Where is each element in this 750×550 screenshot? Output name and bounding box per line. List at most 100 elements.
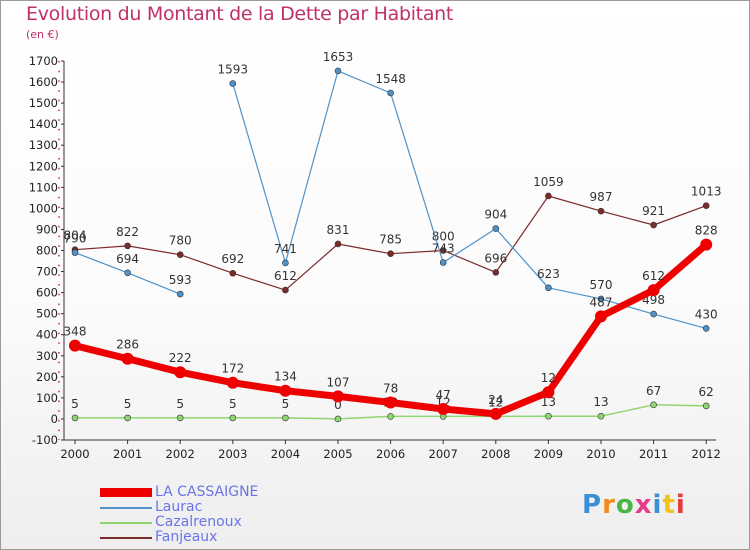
- data-label-laurac: 1593: [218, 63, 249, 77]
- data-label-cazalrenoux: 62: [699, 385, 714, 399]
- logo-letter: r: [602, 490, 616, 520]
- proxiti-logo: Proxiti: [582, 490, 686, 520]
- data-point-fanjeaux: [597, 207, 605, 215]
- data-point-cazalrenoux: [387, 413, 394, 420]
- data-label-fanjeaux: 921: [642, 204, 665, 218]
- data-label-cazalrenoux: 0: [334, 398, 342, 412]
- data-label-la-cassaigne: 487: [590, 295, 613, 309]
- legend-label: LA CASSAIGNE: [155, 484, 259, 500]
- y-tick-label: 800: [36, 244, 58, 258]
- y-tick-label: 100: [36, 391, 58, 405]
- legend-swatch: [100, 536, 152, 539]
- y-tick-label: 500: [36, 307, 58, 321]
- y-tick-label: 1100: [29, 180, 58, 194]
- data-point-laurac: [650, 310, 657, 318]
- data-label-fanjeaux: 987: [590, 190, 613, 204]
- data-label-la-cassaigne: 24: [488, 393, 503, 407]
- logo-letter: x: [634, 490, 653, 520]
- data-label-fanjeaux: 692: [221, 252, 244, 266]
- data-label-la-cassaigne: 47: [436, 388, 451, 402]
- data-label-fanjeaux: 696: [484, 251, 507, 265]
- y-tick-label: 0: [51, 412, 58, 426]
- data-point-laurac: [334, 67, 342, 75]
- data-label-cazalrenoux: 5: [176, 397, 184, 411]
- data-label-la-cassaigne: 286: [116, 338, 139, 352]
- data-point-la-cassaigne: [489, 407, 502, 420]
- series-fanjeaux: 804 822 780 692 612 831 785 800 696 1059 987 921 101…: [64, 175, 721, 294]
- data-point-laurac: [439, 259, 447, 266]
- data-point-fanjeaux: [439, 247, 447, 254]
- legend-label: Laurac: [155, 499, 203, 515]
- x-tick-label: 2002: [166, 447, 195, 461]
- data-point-la-cassaigne: [279, 384, 292, 397]
- data-label-fanjeaux: 1059: [533, 175, 564, 189]
- logo-letter: o: [615, 490, 635, 520]
- data-label-laurac: 1653: [323, 50, 354, 64]
- data-label-cazalrenoux: 67: [646, 384, 661, 398]
- data-label-fanjeaux: 785: [379, 233, 402, 247]
- data-point-cazalrenoux: [282, 414, 289, 422]
- legend-swatch: [100, 506, 152, 509]
- data-label-laurac: 593: [169, 273, 192, 287]
- data-point-la-cassaigne: [437, 403, 450, 416]
- data-point-la-cassaigne: [332, 390, 344, 403]
- data-label-cazalrenoux: 12: [488, 395, 503, 409]
- x-tick-label: 2004: [271, 447, 300, 461]
- data-point-fanjeaux: [229, 269, 237, 277]
- x-tick-label: 2005: [323, 447, 352, 461]
- data-point-laurac: [124, 269, 131, 277]
- data-label-fanjeaux: 822: [116, 225, 139, 239]
- data-label-cazalrenoux: 13: [541, 395, 556, 409]
- data-point-la-cassaigne: [69, 339, 81, 352]
- logo-letter: t: [662, 490, 676, 520]
- series-laurac: 7906945931593741165315487439046235704984…: [64, 50, 718, 332]
- data-label-fanjeaux: 804: [64, 229, 87, 243]
- data-point-fanjeaux: [334, 240, 342, 248]
- data-point-la-cassaigne: [542, 386, 555, 399]
- data-point-laurac: [545, 284, 552, 292]
- data-label-la-cassaigne: 107: [327, 375, 350, 389]
- data-point-cazalrenoux: [71, 414, 79, 422]
- data-label-laurac: 430: [695, 307, 718, 321]
- data-point-laurac: [597, 295, 605, 303]
- data-label-la-cassaigne: 828: [695, 224, 718, 238]
- y-tick-label: 1700: [29, 54, 58, 68]
- data-point-la-cassaigne: [595, 310, 607, 323]
- chart-title: Evolution du Montant de la Dette par Hab…: [26, 3, 454, 25]
- data-label-laurac: 741: [274, 242, 297, 256]
- data-point-laurac: [229, 80, 237, 87]
- data-label-laurac: 694: [116, 252, 139, 266]
- data-label-cazalrenoux: 5: [229, 397, 237, 411]
- data-label-laurac: 570: [590, 278, 613, 292]
- data-label-laurac: 743: [432, 242, 455, 256]
- data-label-cazalrenoux: 5: [124, 397, 132, 411]
- data-point-la-cassaigne: [647, 284, 660, 297]
- data-point-fanjeaux: [176, 251, 184, 259]
- data-label-laurac: 904: [484, 208, 507, 222]
- x-tick-label: 2010: [586, 447, 615, 461]
- data-point-cazalrenoux: [650, 401, 657, 409]
- data-label-laurac: 623: [537, 267, 560, 281]
- data-point-cazalrenoux: [545, 412, 552, 420]
- data-label-fanjeaux: 800: [432, 230, 455, 244]
- legend-swatch: [100, 521, 152, 524]
- y-tick-label: 300: [36, 349, 58, 363]
- data-point-fanjeaux: [650, 221, 657, 229]
- data-point-la-cassaigne: [121, 352, 134, 365]
- data-label-laurac: 790: [64, 232, 87, 246]
- data-label-fanjeaux: 612: [274, 269, 297, 283]
- data-label-cazalrenoux: 13: [593, 395, 608, 409]
- x-tick-label: 2007: [429, 447, 458, 461]
- data-point-laurac: [71, 249, 79, 256]
- data-point-cazalrenoux: [334, 415, 342, 423]
- data-label-fanjeaux: 780: [169, 234, 192, 248]
- data-point-fanjeaux: [702, 202, 710, 209]
- legend-label: Cazalrenoux: [155, 514, 242, 530]
- data-label-cazalrenoux: 5: [71, 397, 79, 411]
- x-tick-label: 2011: [639, 447, 668, 461]
- y-tick-label: 1500: [29, 96, 58, 110]
- y-tick-label: 200: [36, 370, 58, 384]
- x-tick-label: 2000: [60, 447, 89, 461]
- data-point-laurac: [176, 290, 184, 298]
